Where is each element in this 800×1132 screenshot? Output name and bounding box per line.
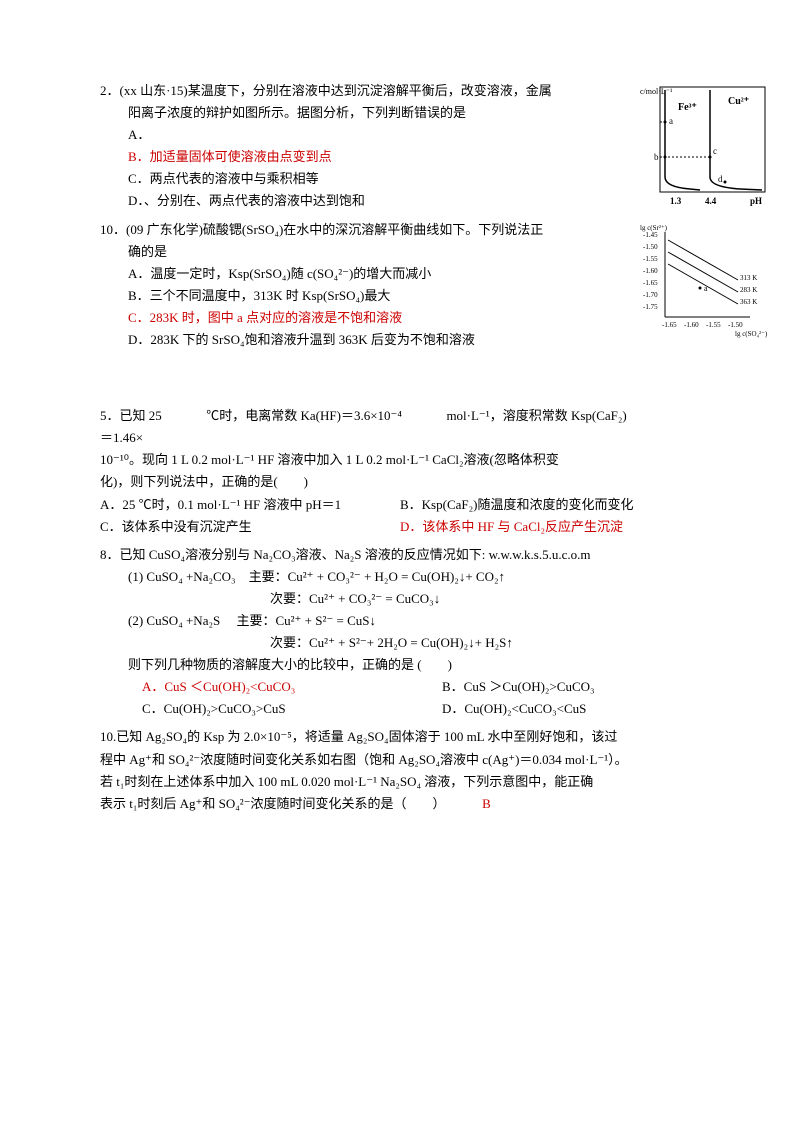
opt-a: A．CuS ＜Cu(OH)₂<CuCO₃ [142, 676, 442, 698]
svg-text:1.3: 1.3 [670, 196, 682, 206]
opt-d: D．该体系中 HF 与 CaCl₂反应产生沉淀 [400, 516, 623, 538]
svg-text:-1.55: -1.55 [643, 255, 658, 263]
stem: (09 广东化学)硫酸锶(SrSO₄)在水中的深沉溶解平衡曲线如下。下列说法正 [126, 222, 543, 237]
svg-text:-1.65: -1.65 [643, 279, 658, 287]
part-c: mol·L⁻¹，溶度积常数 Ksp(CaF₂) [446, 408, 626, 423]
qnum: 2． [100, 83, 120, 98]
part-d: ＝1.46× [100, 427, 740, 449]
r2-minor: 次要：Cu²⁺ + S²⁻+ 2H₂O = Cu(OH)₂↓+ H₂S↑ [100, 632, 740, 654]
fig-srso4-lines: a 313 K 283 K 363 K -1.45 -1.50 -1.55 -1… [640, 222, 770, 342]
question-10b: 10.已知 Ag₂SO₄的 Ksp 为 2.0×10⁻⁵，将适量 Ag₂SO₄固… [100, 726, 740, 814]
svg-text:313 K: 313 K [740, 274, 757, 282]
line2: 10⁻¹⁰。现向 1 L 0.2 mol·L⁻¹ HF 溶液中加入 1 L 0.… [100, 449, 740, 471]
l4: 表示 t₁时刻后 Ag⁺和 SO₄²⁻浓度随时间变化关系的是（ ） [100, 796, 446, 811]
svg-text:c/mol·L⁻¹: c/mol·L⁻¹ [640, 87, 673, 96]
l1: 10.已知 Ag₂SO₄的 Ksp 为 2.0×10⁻⁵，将适量 Ag₂SO₄固… [100, 726, 740, 748]
svg-text:Cu²⁺: Cu²⁺ [728, 96, 749, 107]
svg-text:Fe³⁺: Fe³⁺ [678, 102, 697, 113]
qnum: 10． [100, 222, 126, 237]
svg-text:lg c(Sr²⁺): lg c(Sr²⁺) [640, 224, 668, 232]
opt-c: C．该体系中没有沉淀产生 [100, 516, 400, 538]
svg-text:-1.45: -1.45 [643, 231, 658, 239]
svg-text:-1.50: -1.50 [643, 243, 658, 251]
svg-text:-1.65: -1.65 [662, 321, 677, 329]
stem: 已知 CuSO₄溶液分别与 Na₂CO₃溶液、Na₂S 溶液的反应情况如下: w… [120, 547, 591, 562]
stem: (xx 山东·15)某温度下，分别在溶液中达到沉淀溶解平衡后，改变溶液，金属 [120, 83, 552, 98]
line3: 化)，则下列说法中，正确的是( ) [100, 471, 740, 493]
ask: 则下列几种物质的溶解度大小的比较中，正确的是 ( ) [100, 654, 740, 676]
r1-minor: 次要：Cu²⁺ + CO₃²⁻ = CuCO₃↓ [100, 588, 740, 610]
svg-text:-1.60: -1.60 [643, 267, 658, 275]
opt-b: B．Ksp(CaF₂)随温度和浓度的变化而变化 [400, 494, 633, 516]
answer: B [482, 796, 491, 811]
svg-text:-1.70: -1.70 [643, 291, 658, 299]
svg-text:c: c [713, 146, 717, 156]
svg-text:-1.50: -1.50 [728, 321, 743, 329]
qnum: 8． [100, 547, 120, 562]
l2: 程中 Ag⁺和 SO₄²⁻浓度随时间变化关系如右图（饱和 Ag₂SO₄溶液中 c… [100, 749, 740, 771]
svg-text:a: a [704, 284, 708, 293]
question-5: 5．已知 25 ℃时，电离常数 Ka(HF)＝3.6×10⁻⁴ mol·L⁻¹，… [100, 405, 740, 538]
fig-fe-cu-curves: Fe³⁺ Cu²⁺ a b c d 1.3 4.4 pH c/mol·L⁻¹ [640, 82, 770, 212]
part-a: 5．已知 25 [100, 408, 162, 423]
question-8: 8．已知 CuSO₄溶液分别与 Na₂CO₃溶液、Na₂S 溶液的反应情况如下:… [100, 544, 740, 721]
opt-c: C．Cu(OH)₂>CuCO₃>CuS [142, 698, 442, 720]
l3: 若 t₁时刻在上述体系中加入 100 mL 0.020 mol·L⁻¹ Na₂S… [100, 771, 740, 793]
svg-text:363 K: 363 K [740, 298, 757, 306]
opt-b: B．CuS ＞Cu(OH)₂>CuCO₃ [442, 676, 595, 698]
svg-text:4.4: 4.4 [705, 196, 717, 206]
part-b: ℃时，电离常数 Ka(HF)＝3.6×10⁻⁴ [206, 408, 402, 423]
r2-main: (2) CuSO₄ +Na₂S 主要：Cu²⁺ + S²⁻ = CuS↓ [100, 610, 740, 632]
svg-text:pH: pH [750, 196, 762, 206]
svg-text:lg c(SO₄²⁻): lg c(SO₄²⁻) [735, 330, 768, 338]
svg-text:-1.75: -1.75 [643, 303, 658, 311]
svg-text:b: b [654, 152, 659, 162]
svg-text:-1.60: -1.60 [684, 321, 699, 329]
svg-text:-1.55: -1.55 [706, 321, 721, 329]
opt-d: D．Cu(OH)₂<CuCO₃<CuS [442, 698, 586, 720]
opt-a: A．25 ℃时，0.1 mol·L⁻¹ HF 溶液中 pH＝1 [100, 494, 400, 516]
svg-text:283 K: 283 K [740, 286, 757, 294]
r1-main: (1) CuSO₄ +Na₂CO₃ 主要：Cu²⁺ + CO₃²⁻ + H₂O … [100, 566, 740, 588]
svg-text:d: d [718, 174, 723, 184]
svg-text:a: a [669, 116, 673, 126]
